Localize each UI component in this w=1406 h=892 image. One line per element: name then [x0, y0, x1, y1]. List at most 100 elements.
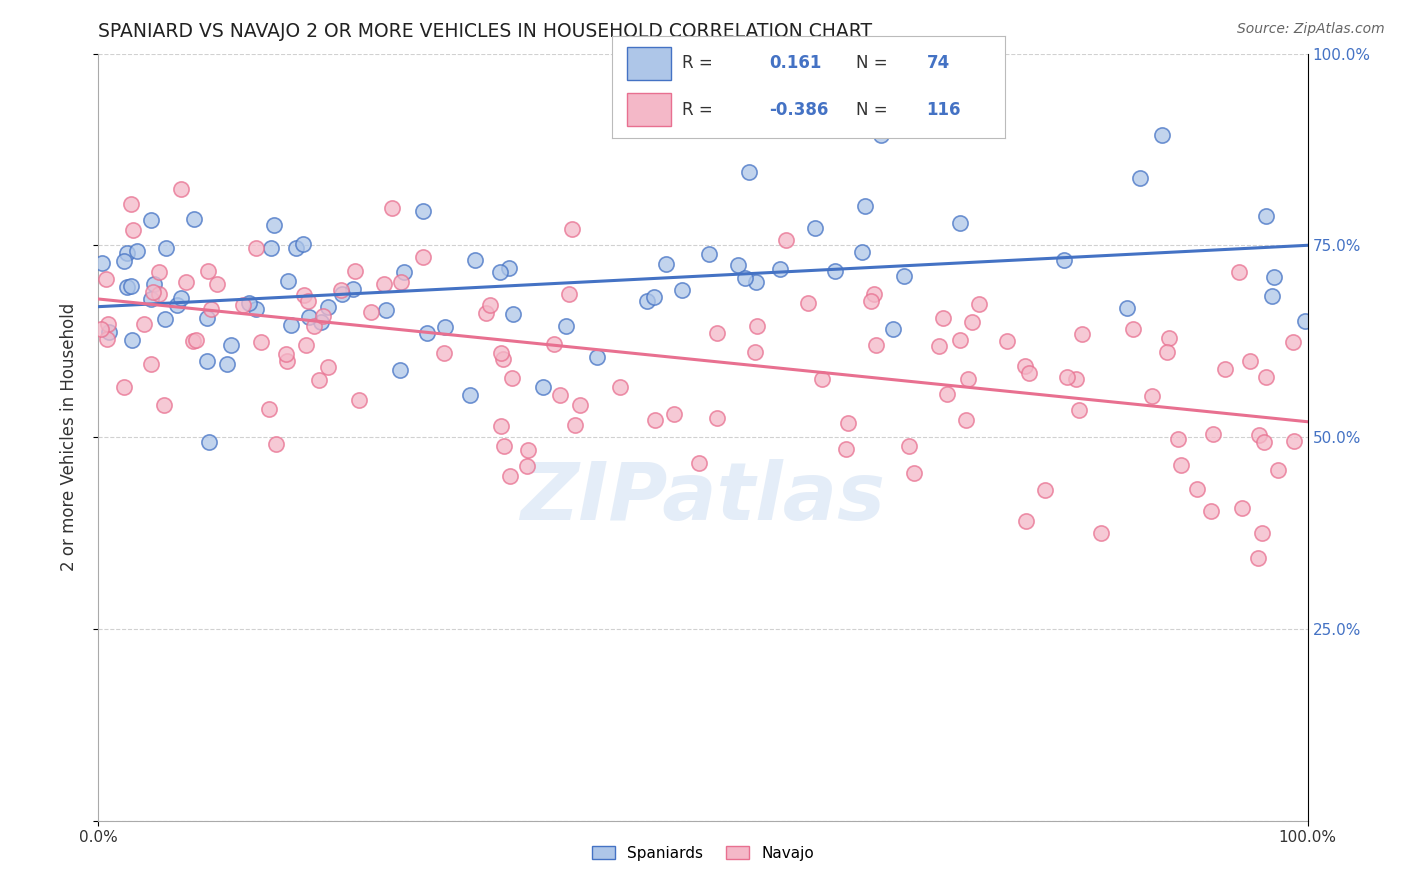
Point — [498, 261, 520, 276]
Point — [671, 283, 693, 297]
Point — [488, 265, 510, 279]
Text: 116: 116 — [927, 101, 962, 119]
Point — [1064, 372, 1087, 386]
Point — [1247, 551, 1270, 566]
Point — [219, 338, 242, 352]
Point — [882, 322, 904, 336]
Point — [1056, 369, 1078, 384]
Point — [664, 407, 686, 421]
Point — [706, 411, 728, 425]
Text: -0.386: -0.386 — [769, 101, 828, 119]
Text: 0.161: 0.161 — [769, 54, 821, 72]
Legend: Spaniards, Navajo: Spaniards, Navajo — [586, 839, 820, 867]
Point — [153, 312, 176, 326]
Point — [1116, 301, 1139, 315]
Point — [935, 387, 957, 401]
Point — [184, 334, 207, 348]
Point — [499, 468, 522, 483]
Point — [433, 346, 456, 360]
Point — [125, 244, 148, 258]
Point — [97, 325, 120, 339]
Point — [865, 338, 887, 352]
Point — [120, 196, 142, 211]
Point — [1253, 435, 1275, 450]
Point — [501, 370, 523, 384]
Point — [955, 413, 977, 427]
Point — [434, 319, 457, 334]
Point — [502, 307, 524, 321]
Point — [388, 363, 411, 377]
FancyBboxPatch shape — [627, 93, 671, 126]
Point — [292, 288, 315, 302]
Point — [181, 334, 204, 348]
Point — [1159, 330, 1181, 344]
Point — [706, 326, 728, 341]
Point — [155, 241, 177, 255]
Point — [392, 265, 415, 279]
Point — [389, 275, 412, 289]
Point — [215, 358, 238, 372]
Point — [1152, 128, 1174, 142]
Point — [1069, 403, 1091, 417]
Point — [949, 334, 972, 348]
Point — [263, 218, 285, 232]
Point — [1294, 314, 1316, 328]
Point — [464, 252, 486, 267]
Point — [489, 418, 512, 433]
Point — [655, 257, 678, 271]
Point — [115, 245, 138, 260]
Point — [205, 277, 228, 291]
Point — [1256, 209, 1278, 223]
Point — [142, 285, 165, 299]
Text: R =: R = — [682, 101, 718, 119]
Point — [1230, 500, 1253, 515]
Point — [245, 301, 267, 316]
Point — [811, 372, 834, 386]
Point — [1014, 359, 1036, 374]
Point — [344, 264, 367, 278]
Point — [200, 301, 222, 316]
Text: N =: N = — [856, 101, 893, 119]
Point — [309, 315, 332, 329]
Point — [1267, 463, 1289, 477]
Point — [824, 264, 846, 278]
Point — [152, 398, 174, 412]
Point — [97, 317, 120, 331]
Point — [775, 233, 797, 247]
Point — [375, 302, 398, 317]
Point — [543, 337, 565, 351]
Point — [412, 250, 434, 264]
Point — [489, 346, 512, 360]
Point — [197, 264, 219, 278]
Text: ZIPatlas: ZIPatlas — [520, 459, 886, 538]
Point — [415, 326, 437, 341]
Point — [903, 467, 925, 481]
Point — [1071, 327, 1094, 342]
Point — [308, 373, 330, 387]
Point — [548, 388, 571, 402]
Point — [1053, 252, 1076, 267]
Point — [245, 242, 267, 256]
Point — [568, 398, 591, 412]
Point — [564, 417, 586, 432]
Point — [995, 334, 1018, 348]
Point — [148, 264, 170, 278]
Point — [531, 380, 554, 394]
Point — [342, 281, 364, 295]
Point — [112, 254, 135, 268]
Point — [837, 416, 859, 430]
Point — [141, 357, 163, 371]
Point — [1129, 171, 1152, 186]
Point — [458, 387, 481, 401]
Point — [1014, 514, 1036, 528]
Point — [962, 315, 984, 329]
Point — [1282, 434, 1305, 448]
Point — [381, 201, 404, 215]
Point — [967, 297, 990, 311]
Point — [284, 240, 307, 254]
Point — [860, 293, 883, 308]
Point — [803, 220, 825, 235]
Point — [744, 345, 766, 359]
Point — [316, 300, 339, 314]
Point — [644, 413, 666, 427]
